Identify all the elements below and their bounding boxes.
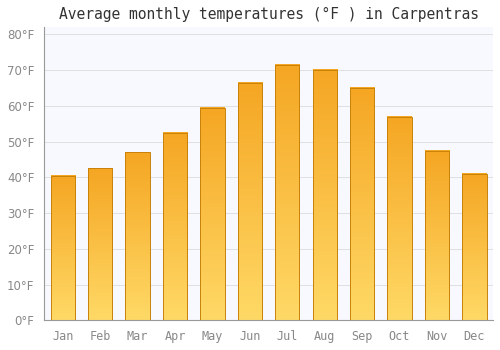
Bar [312, 70, 337, 320]
Bar [200, 108, 224, 320]
Bar [238, 83, 262, 320]
Bar [350, 88, 374, 320]
Title: Average monthly temperatures (°F ) in Carpentras: Average monthly temperatures (°F ) in Ca… [58, 7, 478, 22]
Bar [50, 176, 75, 320]
Bar [388, 117, 411, 320]
Bar [425, 150, 449, 320]
Bar [126, 152, 150, 320]
Bar [88, 168, 112, 320]
Bar [462, 174, 486, 320]
Bar [163, 133, 187, 320]
Bar [275, 65, 299, 320]
